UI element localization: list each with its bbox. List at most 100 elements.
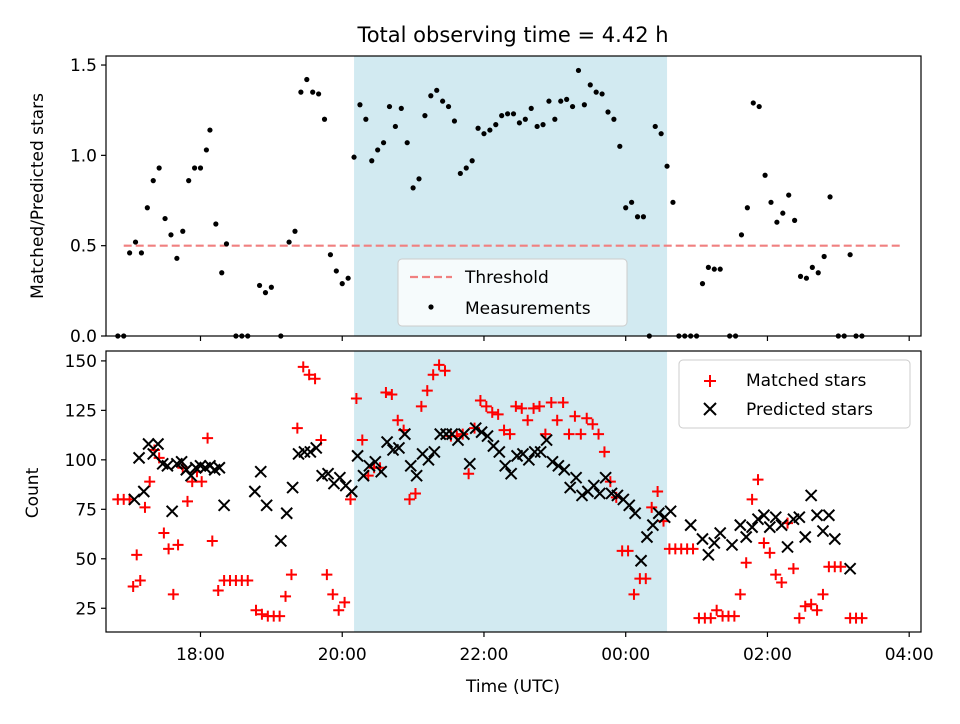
measurement-point xyxy=(786,192,792,198)
matched-star-marker xyxy=(486,406,498,418)
measurement-point xyxy=(327,252,334,258)
predicted-star-marker xyxy=(546,455,559,469)
predicted-star-marker xyxy=(763,520,777,534)
predicted-star-marker xyxy=(142,437,155,451)
top-legend-box xyxy=(397,258,628,327)
measurement-point xyxy=(617,143,623,149)
predicted-star-marker xyxy=(375,465,388,478)
measurement-point xyxy=(191,165,198,171)
matched-star-marker xyxy=(274,610,286,622)
matched-star-marker xyxy=(345,493,356,505)
measurement-point xyxy=(440,98,446,104)
predicted-star-marker xyxy=(304,445,317,459)
matched-star-marker xyxy=(705,612,717,624)
matched-star-marker xyxy=(628,588,640,600)
measurement-point xyxy=(847,252,853,258)
predicted-star-marker xyxy=(522,453,536,467)
predicted-star-marker xyxy=(147,447,160,461)
predicted-star-marker xyxy=(734,518,747,532)
predicted-star-marker xyxy=(184,469,198,482)
measurement-point xyxy=(552,116,558,122)
measurement-point xyxy=(174,255,180,261)
matched-star-marker xyxy=(593,428,605,440)
matched-star-marker xyxy=(172,539,184,551)
matched-star-marker xyxy=(139,501,151,513)
bottom-y-tick-label: 75 xyxy=(75,500,97,520)
predicted-star-marker xyxy=(563,481,577,494)
measurement-point xyxy=(219,270,225,276)
predicted-star-marker xyxy=(457,427,471,441)
predicted-star-marker xyxy=(664,505,677,518)
predicted-star-marker xyxy=(132,451,146,465)
measurement-point xyxy=(611,116,617,122)
bottom-y-tick-label: 125 xyxy=(65,401,97,421)
measurement-point xyxy=(386,103,393,110)
measurement-point xyxy=(298,89,304,95)
predicted-star-marker xyxy=(757,509,771,522)
predicted-star-marker xyxy=(739,530,753,544)
predicted-star-marker xyxy=(422,453,435,467)
matched-star-marker xyxy=(557,396,569,408)
predicted-star-marker xyxy=(775,518,788,532)
predicted-star-marker xyxy=(165,505,179,518)
matched-star-marker xyxy=(280,590,292,602)
measurement-point xyxy=(310,89,316,95)
predicted-stars-legend-swatch xyxy=(703,402,717,416)
predicted-star-marker xyxy=(504,467,518,480)
measurement-point xyxy=(493,122,499,128)
measurement-point xyxy=(581,102,587,108)
predicted-star-marker xyxy=(708,536,721,550)
bottom-axes-frame xyxy=(105,350,922,633)
matched-star-marker xyxy=(793,612,805,624)
bottom-y-tick-label: 100 xyxy=(65,451,97,471)
matched-star-marker xyxy=(522,414,534,426)
matched-star-marker xyxy=(533,400,545,412)
measurement-point xyxy=(286,239,292,245)
predicted-star-marker xyxy=(793,511,806,524)
measurement-point xyxy=(410,185,416,191)
measurement-point xyxy=(744,205,750,211)
matched-star-marker xyxy=(206,535,218,547)
matched-star-marker xyxy=(202,432,214,444)
measurement-point xyxy=(339,281,345,287)
predicted-star-marker xyxy=(380,435,394,449)
predicted-star-marker xyxy=(310,441,323,455)
predicted-star-marker xyxy=(587,479,601,492)
matched-star-marker xyxy=(640,573,652,585)
predicted-star-marker xyxy=(640,530,654,544)
measurement-point xyxy=(768,199,774,205)
predicted-star-marker xyxy=(321,467,335,480)
predicted-star-marker xyxy=(410,469,423,482)
predicted-star-marker xyxy=(702,548,715,562)
predicted-star-marker xyxy=(611,489,624,502)
matched-star-marker xyxy=(163,543,175,555)
predicted-star-marker xyxy=(280,507,293,520)
predicted-star-marker xyxy=(684,518,697,532)
measurement-point xyxy=(558,98,564,104)
matched-star-marker xyxy=(127,580,139,592)
matched-star-marker xyxy=(291,422,303,434)
measurement-point xyxy=(756,103,762,110)
predicted-star-marker xyxy=(469,421,482,435)
measurement-point xyxy=(803,275,810,281)
measurement-point xyxy=(292,228,298,234)
matched-star-marker xyxy=(787,563,799,575)
predicted-star-marker xyxy=(745,520,759,534)
matched-star-marker xyxy=(551,414,563,426)
measurement-point xyxy=(658,131,664,137)
matched-star-marker xyxy=(131,549,143,561)
measurement-point xyxy=(127,250,133,256)
matched-star-marker xyxy=(776,577,788,589)
measurement-point xyxy=(469,158,475,164)
measurement-point xyxy=(605,109,611,115)
matched-star-marker xyxy=(817,588,829,600)
predicted-star-marker xyxy=(822,509,836,522)
predicted-star-marker xyxy=(434,427,447,441)
predicted-star-marker xyxy=(369,455,382,469)
measurement-point xyxy=(416,176,422,182)
predicted-star-marker xyxy=(137,485,151,498)
matched-star-marker xyxy=(433,359,445,371)
predicted-star-marker xyxy=(713,526,727,540)
matched-star-marker xyxy=(528,402,540,414)
matched-star-marker xyxy=(587,418,599,430)
